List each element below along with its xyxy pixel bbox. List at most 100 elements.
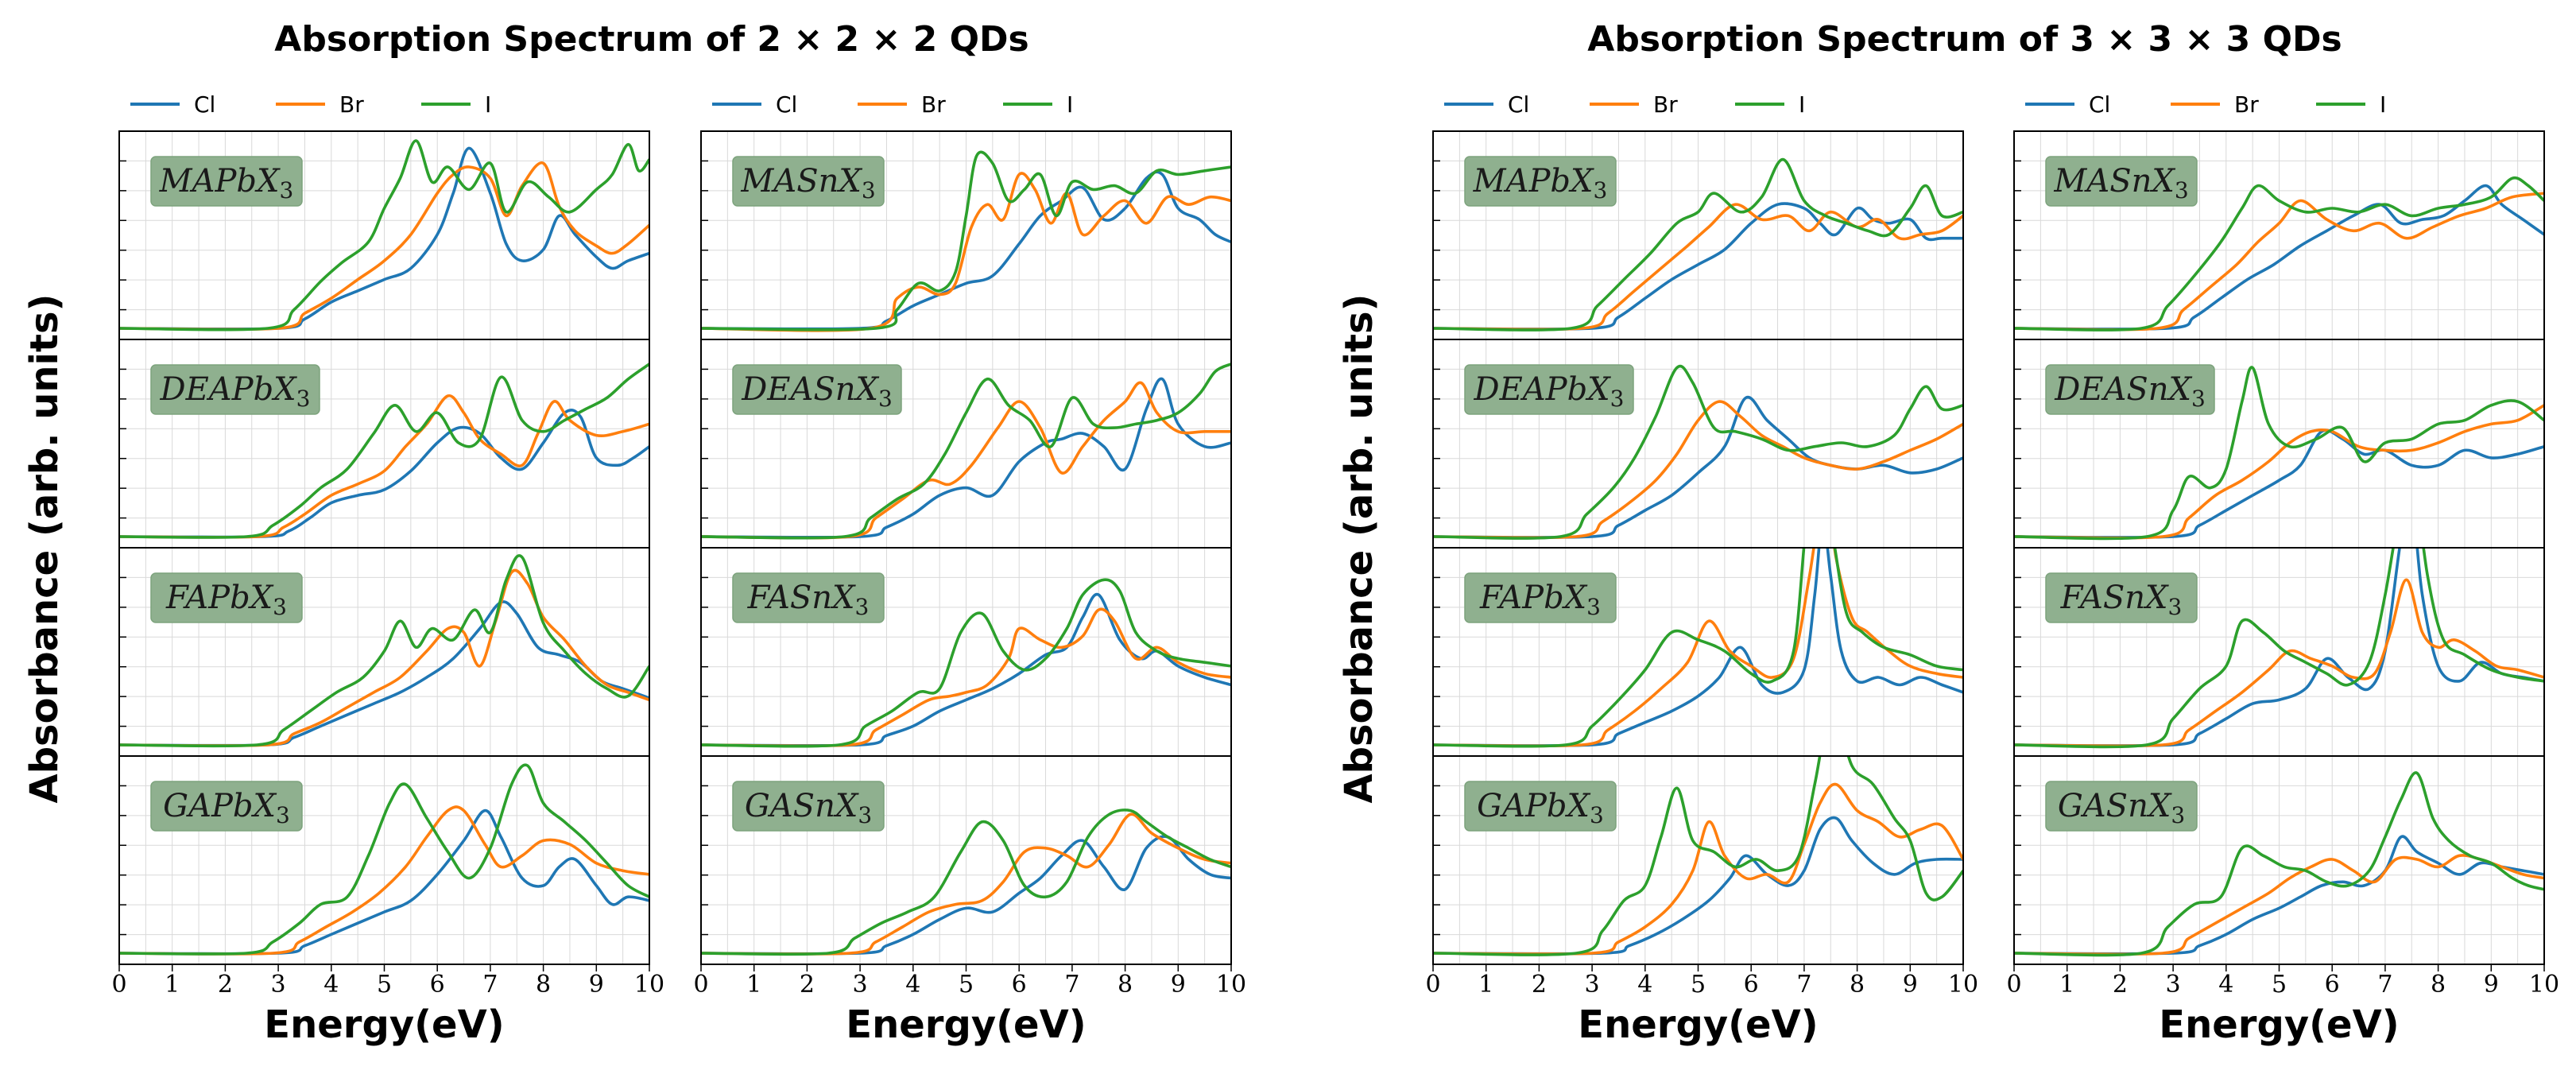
panel-label: GAPbX3 (163, 788, 290, 828)
x-tick-label: 6 (1744, 971, 1759, 999)
series-line-br (119, 161, 649, 332)
legend-label-i: I (485, 91, 491, 118)
panel-label-box (1464, 364, 1634, 415)
series-line-i (701, 578, 1231, 748)
x-tick-label: 1 (746, 971, 761, 999)
panel-label-box (2045, 364, 2215, 415)
series-line-br (1433, 203, 1963, 332)
panel-label-box (732, 156, 885, 207)
panel-label-box (1464, 156, 1617, 207)
series-line-i (2014, 771, 2544, 957)
x-axis-label: Energy(eV) (264, 1002, 504, 1047)
x-tick-label: 5 (1691, 971, 1706, 999)
panel-label-box (732, 572, 885, 623)
x-tick-label: 2 (800, 971, 815, 999)
series-line-cl (701, 377, 1231, 539)
panel-label: DEASnX3 (2054, 371, 2206, 412)
x-tick-label: 8 (1118, 971, 1133, 999)
series-line-br (119, 805, 649, 956)
panel-label-box (2045, 156, 2198, 207)
panel-fasnx: FASnX3 (700, 547, 1232, 757)
x-tick-label: 0 (2006, 971, 2021, 999)
series-line-cl (119, 409, 649, 539)
series-line-i (1433, 548, 1963, 748)
x-tick-label: 9 (589, 971, 604, 999)
panel-deasnx: DEASnX3 (2013, 339, 2545, 549)
panel-label-box (732, 364, 902, 415)
panel-label: FASnX3 (2060, 580, 2183, 620)
x-tick-label: 9 (1171, 971, 1186, 999)
panel-label: DEAPbX3 (160, 371, 311, 412)
series-line-i (701, 808, 1231, 956)
x-tick-label: 3 (853, 971, 868, 999)
series-line-br (1433, 782, 1963, 956)
y-axis-label-1: Absorbance (arb. units) (22, 294, 67, 804)
series-line-br (2014, 192, 2544, 332)
panel-label-box (150, 364, 320, 415)
series-line-i (2014, 548, 2544, 749)
legend-label-cl: Cl (2089, 91, 2110, 118)
x-axis-label: Energy(eV) (846, 1002, 1086, 1047)
x-tick-label: 5 (959, 971, 974, 999)
series-line-i (701, 363, 1231, 540)
series-line-i (2014, 366, 2544, 541)
panel-gapbx: GAPbX3 (118, 755, 650, 965)
x-tick-label: 3 (1585, 971, 1600, 999)
chart-title-2: Absorption Spectrum of 3 × 3 × 3 QDs (1587, 19, 2342, 60)
x-axis-label: Energy(eV) (2159, 1002, 2399, 1047)
panel-label: FAPbX3 (165, 580, 287, 620)
legend-label-br: Br (2234, 91, 2259, 118)
legend-label-br: Br (339, 91, 364, 118)
x-tick-label: 8 (536, 971, 551, 999)
panel-label-box (150, 572, 303, 623)
panel-deasnx: DEASnX3 (700, 339, 1232, 549)
series-line-cl (119, 600, 649, 747)
x-tick-label: 1 (165, 971, 180, 999)
series-line-i (119, 554, 649, 748)
panel-label-box (2045, 781, 2198, 832)
series-line-i (119, 363, 649, 539)
series-line-cl (2014, 835, 2544, 956)
series-line-br (119, 568, 649, 747)
x-tick-label: 6 (430, 971, 445, 999)
series-line-cl (119, 808, 649, 956)
series-line-cl (1433, 395, 1963, 539)
series-line-br (1433, 400, 1963, 540)
x-tick-label: 10 (2529, 971, 2559, 999)
x-tick-label: 10 (634, 971, 664, 999)
legend-label-cl: Cl (194, 91, 215, 118)
series-line-br (119, 394, 649, 539)
panel-label-box (1464, 572, 1617, 623)
panel-mapbx: MAPbX3 (118, 130, 650, 340)
panel-label: GASnX3 (2058, 788, 2185, 828)
legend-label-cl: Cl (1508, 91, 1529, 118)
panel-label: MAPbX3 (159, 163, 294, 204)
panel-label-box (1464, 781, 1617, 832)
x-tick-label: 4 (2218, 971, 2233, 999)
x-tick-label: 4 (905, 971, 920, 999)
x-tick-label: 2 (1532, 971, 1547, 999)
legend-label-br: Br (1653, 91, 1678, 118)
panel-masnx: MASnX3 (2013, 130, 2545, 340)
series-line-i (701, 150, 1231, 332)
y-axis-label-2: Absorbance (arb. units) (1337, 294, 1381, 804)
x-tick-label: 1 (1478, 971, 1493, 999)
panel-label-box (732, 781, 885, 832)
panel-mapbx: MAPbX3 (1432, 130, 1964, 340)
series-line-i (1433, 364, 1963, 540)
panel-label-box (150, 781, 303, 832)
x-tick-label: 7 (1796, 971, 1811, 999)
panel-deapbx: DEAPbX3 (1432, 339, 1964, 549)
legend-label-i: I (1799, 91, 1805, 118)
series-line-i (1433, 157, 1963, 332)
panel-label: GASnX3 (745, 788, 872, 828)
x-tick-label: 8 (1850, 971, 1865, 999)
series-line-cl (1433, 816, 1963, 956)
x-tick-label: 7 (1064, 971, 1079, 999)
x-tick-label: 2 (218, 971, 233, 999)
panel-fapbx: FAPbX3 (118, 547, 650, 757)
x-tick-label: 3 (2166, 971, 2181, 999)
series-line-cl (119, 146, 649, 331)
x-tick-label: 3 (271, 971, 286, 999)
